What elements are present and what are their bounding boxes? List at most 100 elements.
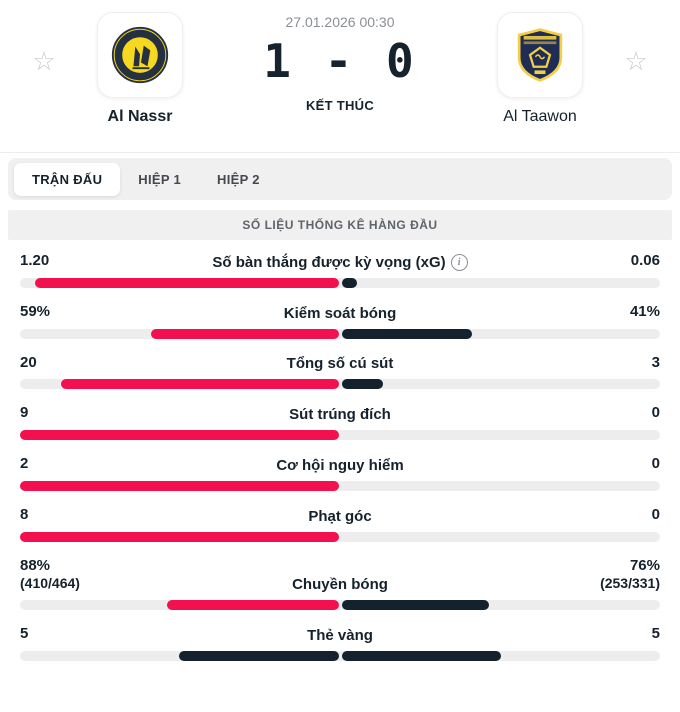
stat-label-text: Phạt góc	[308, 507, 372, 525]
favorite-away: ☆	[610, 12, 662, 74]
stat-row: 9 Sút trúng đích 0	[20, 404, 660, 440]
home-value: 20	[20, 354, 279, 373]
stat-text: 1.20 Số bàn thắng được kỳ vọng (xG) i 0.06	[20, 252, 660, 271]
match-datetime: 27.01.2026 00:30	[285, 14, 395, 30]
stat-label-text: Cơ hội nguy hiểm	[276, 456, 404, 474]
away-value-main: 76%	[629, 556, 660, 574]
away-value-sub: (253/331)	[600, 575, 660, 592]
home-value-main: 20	[20, 353, 37, 371]
away-value: 5	[381, 625, 660, 644]
info-icon[interactable]: i	[450, 253, 468, 271]
favorite-home: ☆	[18, 12, 70, 74]
home-team-logo[interactable]	[97, 12, 183, 98]
stat-bar-track	[20, 328, 660, 339]
away-value: 0.06	[476, 252, 660, 271]
stat-label-text: Kiểm soát bóng	[283, 304, 397, 322]
al-taawon-logo-icon	[517, 28, 563, 82]
stat-text: 9 Sút trúng đích 0	[20, 404, 660, 423]
home-value-main: 88%	[20, 556, 51, 574]
stat-bar-track	[20, 599, 660, 610]
stat-label-text: Chuyền bóng	[292, 575, 388, 593]
away-bar	[341, 599, 489, 610]
stat-text: 5 Thẻ vàng 5	[20, 625, 660, 644]
stat-row: 1.20 Số bàn thắng được kỳ vọng (xG) i 0.06	[20, 252, 660, 288]
away-bar	[341, 379, 383, 390]
home-team: Al Nassr	[70, 12, 210, 126]
home-bar	[20, 430, 339, 440]
home-value: 1.20	[20, 252, 204, 271]
away-value-main: 0.06	[630, 252, 660, 269]
away-team-name[interactable]: Al Taawon	[503, 108, 577, 125]
stats-list: 1.20 Số bàn thắng được kỳ vọng (xG) i 0.06 5…	[0, 240, 680, 661]
home-value-main: 5	[20, 624, 29, 642]
stat-label: Chuyền bóng	[284, 576, 396, 593]
stat-bar-track	[20, 480, 660, 491]
stat-bar-track	[20, 531, 660, 542]
home-value: 59%	[20, 303, 276, 322]
home-value: 88% (410/464)	[20, 557, 284, 593]
away-bar	[341, 328, 473, 339]
stat-bar-track	[20, 430, 660, 440]
match-summary: 27.01.2026 00:30 1 - 0 KẾT THÚC	[210, 12, 470, 113]
away-value: 41%	[404, 303, 660, 322]
tab-hiep-1[interactable]: HIỆP 1	[120, 163, 199, 196]
home-value: 9	[20, 404, 281, 423]
away-value: 0	[399, 404, 660, 423]
al-nassr-logo-icon	[111, 26, 169, 84]
away-value-main: 3	[651, 353, 660, 371]
stat-bar-track	[20, 277, 660, 288]
away-bar	[341, 277, 357, 288]
home-value-main: 1.20	[20, 252, 50, 269]
stat-label-text: Thẻ vàng	[307, 626, 373, 644]
stat-label: Cơ hội nguy hiểm	[268, 457, 411, 474]
tab-hiep-2[interactable]: HIỆP 2	[199, 163, 278, 196]
home-bar	[20, 480, 339, 491]
stat-label: Thẻ vàng	[299, 627, 381, 644]
away-value: 3	[401, 354, 660, 373]
tabs-section: TRẬN ĐẤU HIỆP 1 HIỆP 2	[0, 152, 680, 200]
stat-row: 88% (410/464) Chuyền bóng 76% (253/331)	[20, 557, 660, 610]
away-team: Al Taawon	[470, 12, 610, 126]
home-team-name[interactable]: Al Nassr	[107, 108, 173, 125]
section-title: SỐ LIỆU THỐNG KÊ HÀNG ĐẦU	[242, 218, 438, 232]
away-value-main: 0	[651, 404, 660, 422]
home-bar	[61, 379, 339, 390]
stat-text: 59% Kiểm soát bóng 41%	[20, 303, 660, 322]
away-value-main: 5	[651, 624, 660, 642]
away-value-main: 0	[651, 455, 660, 472]
home-value-main: 8	[20, 505, 29, 523]
stat-text: 8 Phạt góc 0	[20, 506, 660, 525]
stat-row: 5 Thẻ vàng 5	[20, 625, 660, 661]
away-value: 0	[380, 506, 660, 525]
away-team-logo[interactable]	[497, 12, 583, 98]
stat-row: 8 Phạt góc 0	[20, 506, 660, 542]
stat-row: 20 Tổng số cú sút 3	[20, 354, 660, 390]
stat-row: 2 Cơ hội nguy hiểm 0	[20, 455, 660, 491]
star-icon-away[interactable]: ☆	[624, 46, 648, 76]
away-bar	[341, 650, 501, 661]
home-value: 8	[20, 506, 300, 525]
stat-row: 59% Kiểm soát bóng 41%	[20, 303, 660, 339]
home-bar	[20, 531, 339, 542]
away-value: 76% (253/331)	[396, 557, 660, 593]
tab-tran-dau[interactable]: TRẬN ĐẤU	[14, 162, 121, 196]
match-header: ☆ Al Nassr 27.01.2026 00:30 1 - 0 KẾT TH…	[0, 0, 680, 140]
star-icon-home[interactable]: ☆	[32, 46, 56, 76]
stat-label: Sút trúng đích	[281, 406, 399, 423]
stat-label: Phạt góc	[300, 508, 379, 525]
home-value: 2	[20, 455, 268, 474]
home-value-main: 2	[20, 455, 29, 472]
away-value-main: 0	[651, 505, 660, 523]
home-bar	[150, 328, 339, 339]
stat-bar-track	[20, 379, 660, 390]
stat-label-text: Tổng số cú sút	[286, 355, 394, 373]
match-score: 1 - 0	[263, 34, 417, 88]
section-header: SỐ LIỆU THỐNG KÊ HÀNG ĐẦU	[8, 210, 672, 240]
home-bar	[35, 277, 339, 288]
home-value: 5	[20, 625, 299, 644]
stat-text: 88% (410/464) Chuyền bóng 76% (253/331)	[20, 557, 660, 593]
stat-label: Kiểm soát bóng	[276, 305, 405, 322]
away-value: 0	[412, 455, 660, 474]
home-value-main: 9	[20, 404, 29, 422]
stat-label: Tổng số cú sút	[279, 355, 402, 372]
